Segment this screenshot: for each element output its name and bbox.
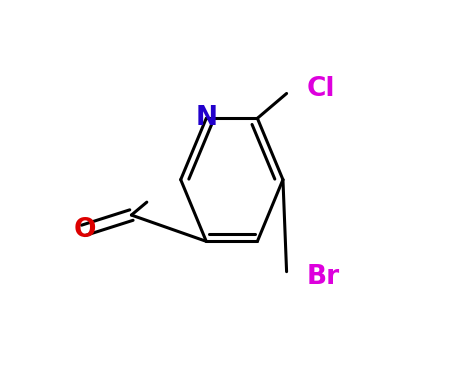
Text: Br: Br [306, 264, 339, 290]
Text: Cl: Cl [306, 76, 335, 102]
Text: O: O [73, 218, 96, 243]
Text: N: N [195, 105, 217, 131]
